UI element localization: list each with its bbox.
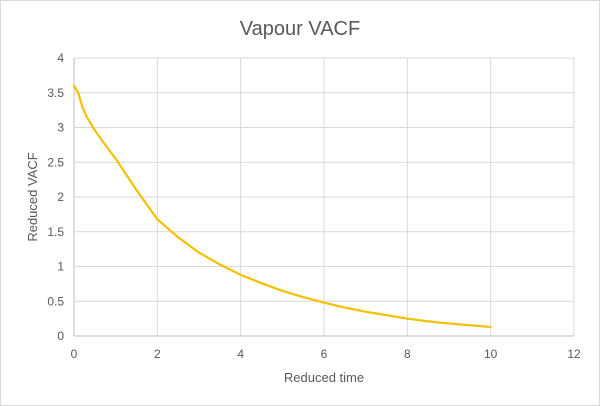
y-tick-label: 3.5 — [47, 86, 64, 100]
x-tick-label: 10 — [484, 347, 498, 361]
x-axis-label: Reduced time — [284, 370, 364, 385]
grid — [73, 57, 575, 337]
y-tick-label: 4 — [57, 51, 64, 65]
chart-title: Vapour VACF — [240, 18, 360, 40]
tick-labels: 0 2 4 6 8 10 12 0 0.5 1 1.5 2 2.5 3 3.5 4 — [47, 51, 581, 361]
x-tick-label: 0 — [71, 347, 78, 361]
series-layer — [72, 84, 492, 329]
y-tick-label: 0.5 — [47, 294, 64, 308]
y-tick-label: 0 — [57, 329, 64, 343]
x-tick-label: 12 — [567, 347, 581, 361]
y-tick-label: 3 — [57, 121, 64, 135]
y-tick-label: 2 — [57, 190, 64, 204]
y-tick-label: 1 — [57, 260, 64, 274]
series-line — [72, 84, 492, 329]
x-tick-label: 4 — [237, 347, 244, 361]
x-tick-label: 6 — [321, 347, 328, 361]
y-axis-label: Reduced VACF — [25, 152, 40, 241]
x-tick-label: 8 — [404, 347, 411, 361]
y-tick-label: 2.5 — [47, 155, 64, 169]
x-tick-label: 2 — [154, 347, 161, 361]
y-tick-label: 1.5 — [47, 225, 64, 239]
